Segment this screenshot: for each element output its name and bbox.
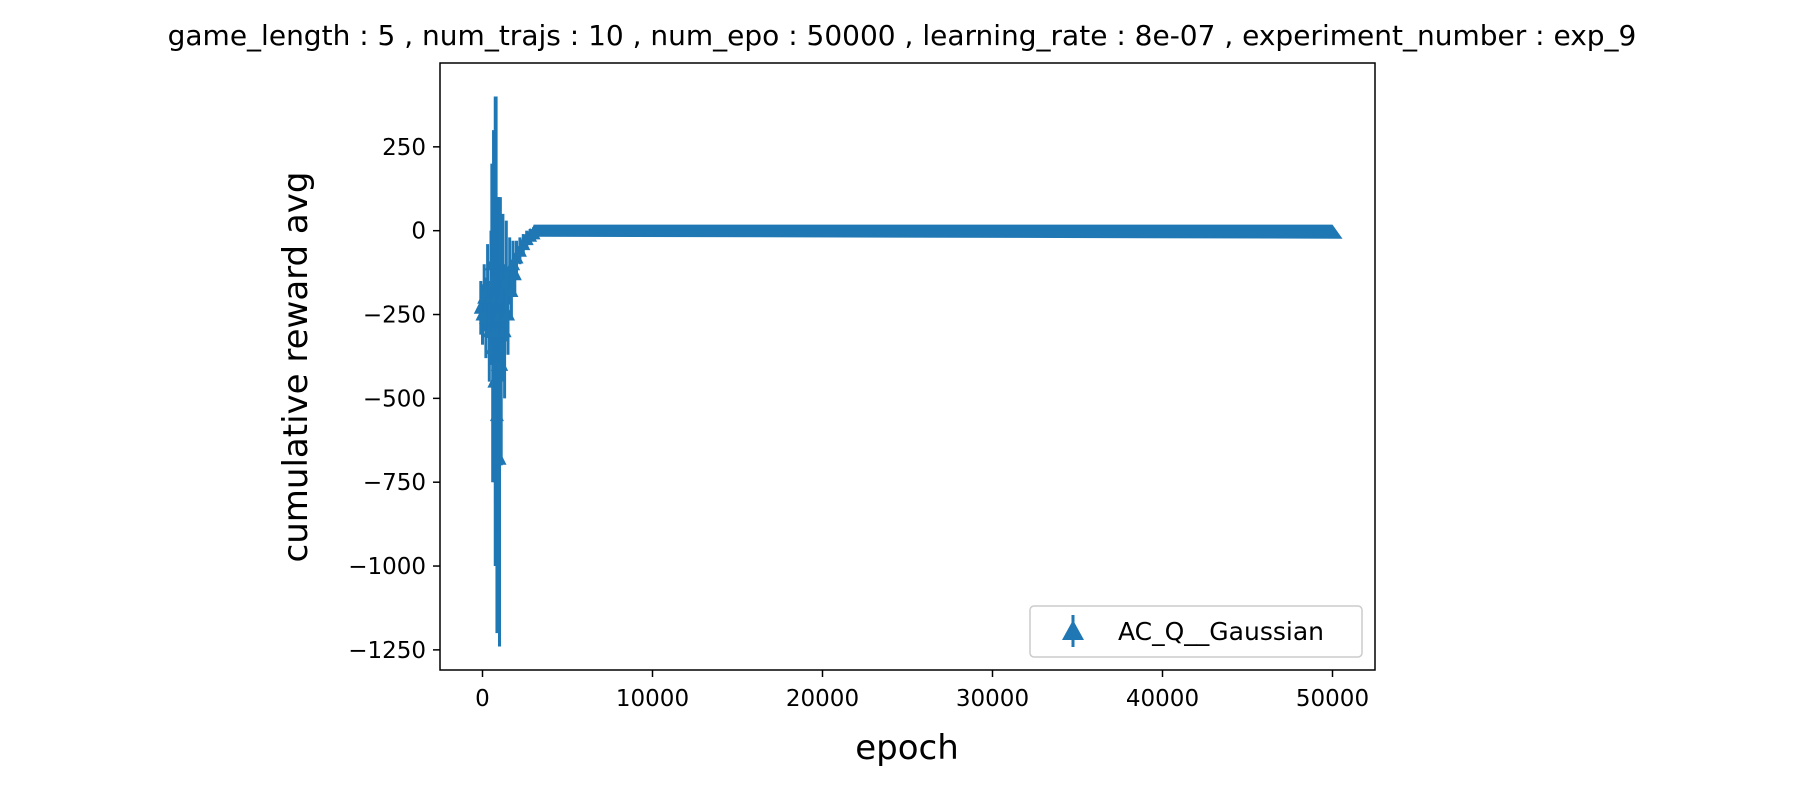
- data-point-marker: [507, 266, 522, 281]
- y-tick-label: 250: [382, 135, 426, 161]
- data-point-marker: [526, 225, 541, 240]
- steady-state-band: [533, 224, 1343, 239]
- y-tick-label: −1000: [348, 554, 426, 580]
- plot-frame: [439, 62, 1376, 671]
- x-axis-label: epoch: [855, 728, 959, 768]
- x-tick-label: 50000: [1296, 686, 1369, 712]
- y-tick-label: −1250: [348, 638, 426, 664]
- x-tick-label: 30000: [956, 686, 1029, 712]
- legend-box: [1029, 605, 1363, 658]
- legend-triangle-icon: [1062, 620, 1084, 640]
- y-tick-label: −750: [363, 470, 426, 496]
- x-tick-label: 20000: [786, 686, 859, 712]
- legend: AC_Q__Gaussian: [1029, 605, 1363, 658]
- x-tick-label: 40000: [1126, 686, 1199, 712]
- series-layer: [473, 96, 1343, 647]
- y-tick-label: −500: [363, 386, 426, 412]
- legend-series-marker: [1062, 615, 1084, 647]
- y-tick-label: 0: [411, 219, 426, 245]
- chart-title: game_length : 5 , num_trajs : 10 , num_e…: [168, 19, 1637, 52]
- data-point-marker: [492, 450, 507, 465]
- x-tick-label: 10000: [616, 686, 689, 712]
- y-tick-label: −250: [363, 303, 426, 329]
- y-axis-ticks: 250 0 −250 −500 −750 −1000 −1250: [348, 135, 440, 664]
- y-axis-label: cumulative reward avg: [276, 172, 316, 563]
- x-tick-label: 0: [475, 686, 490, 712]
- x-axis-ticks: 0 10000 20000 30000 40000 50000: [475, 670, 1369, 712]
- plot-area: 0 10000 20000 30000 40000 50000 250 0 −250 −500 −…: [348, 62, 1376, 712]
- legend-series-label: AC_Q__Gaussian: [1118, 617, 1324, 646]
